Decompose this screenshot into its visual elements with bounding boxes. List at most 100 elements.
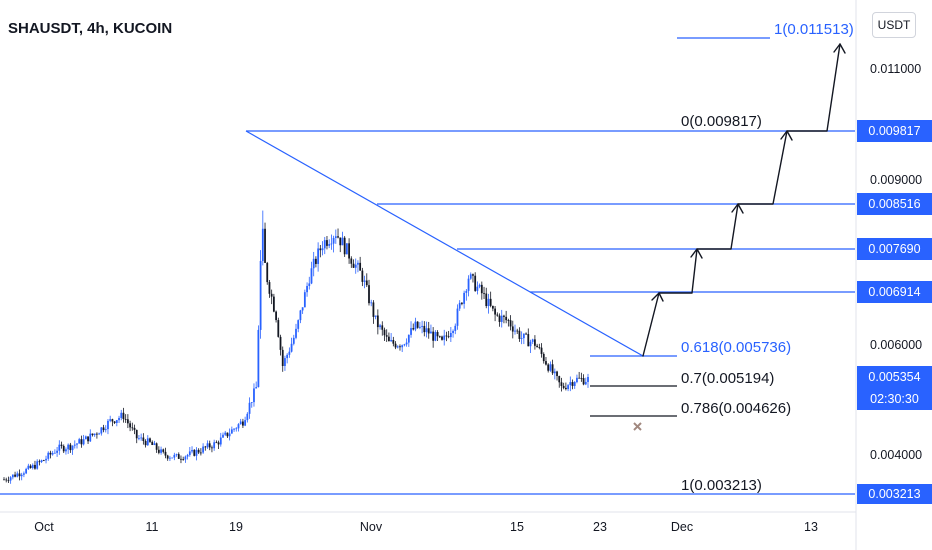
candle bbox=[51, 452, 54, 455]
candle bbox=[401, 345, 404, 348]
candle bbox=[153, 443, 156, 445]
candle bbox=[445, 335, 448, 337]
candle bbox=[180, 458, 182, 460]
candle bbox=[42, 460, 45, 462]
candle bbox=[551, 364, 554, 374]
candle bbox=[412, 328, 415, 330]
candle bbox=[319, 248, 322, 251]
candle bbox=[452, 330, 454, 333]
candle bbox=[321, 248, 324, 251]
x-marker bbox=[633, 422, 642, 431]
candle bbox=[155, 443, 158, 450]
candle bbox=[323, 240, 326, 249]
candle bbox=[62, 445, 65, 452]
candle bbox=[330, 243, 333, 245]
candle bbox=[303, 292, 306, 308]
candle bbox=[454, 325, 457, 331]
candle bbox=[213, 442, 216, 449]
candles bbox=[3, 210, 589, 484]
candle bbox=[292, 337, 295, 344]
candle bbox=[416, 321, 419, 328]
candle bbox=[350, 258, 353, 264]
candle bbox=[578, 377, 581, 379]
candle bbox=[157, 449, 160, 453]
candle bbox=[536, 345, 539, 348]
candle bbox=[425, 328, 428, 333]
trendline bbox=[245, 130, 644, 357]
candle bbox=[171, 457, 174, 459]
candle bbox=[144, 441, 147, 446]
candle bbox=[343, 237, 346, 255]
candle bbox=[434, 332, 437, 341]
candle bbox=[222, 434, 224, 438]
candle bbox=[478, 284, 481, 287]
candle bbox=[277, 320, 280, 337]
candle bbox=[109, 419, 112, 421]
fib-lines bbox=[0, 37, 855, 495]
candle bbox=[219, 437, 222, 445]
candle bbox=[286, 354, 289, 359]
candle bbox=[432, 331, 435, 341]
candle bbox=[430, 331, 432, 334]
x-tick-11: 11 bbox=[146, 520, 159, 534]
current-price-value: 0.005354 bbox=[868, 370, 921, 384]
candle bbox=[226, 432, 229, 437]
candle bbox=[354, 264, 357, 268]
candle bbox=[522, 333, 525, 339]
candle bbox=[235, 428, 238, 430]
arrow-head-2 bbox=[690, 248, 703, 259]
candle bbox=[332, 237, 335, 244]
candle bbox=[186, 454, 189, 457]
candle bbox=[542, 353, 545, 362]
candle bbox=[199, 452, 202, 454]
candle bbox=[485, 293, 488, 307]
candle bbox=[279, 336, 282, 350]
candle bbox=[531, 339, 534, 342]
x-tick-15: 15 bbox=[510, 520, 524, 534]
candle bbox=[489, 298, 492, 306]
candle bbox=[204, 446, 207, 448]
x-tick-nov: Nov bbox=[360, 520, 383, 534]
candle bbox=[31, 464, 34, 468]
candle bbox=[45, 458, 47, 461]
candle bbox=[328, 244, 331, 246]
candle bbox=[326, 240, 328, 246]
candle bbox=[34, 464, 36, 469]
candle bbox=[67, 444, 70, 450]
candle bbox=[14, 474, 16, 477]
candle bbox=[3, 479, 5, 481]
candle bbox=[60, 444, 63, 446]
arrow-head-1 bbox=[651, 292, 664, 302]
arrow-head-4 bbox=[780, 130, 793, 141]
candle bbox=[374, 315, 377, 317]
candle bbox=[357, 262, 359, 265]
fib-label-0618: 0.618(0.005736) bbox=[681, 339, 791, 356]
candle bbox=[5, 479, 8, 481]
candle bbox=[107, 420, 109, 430]
candle bbox=[576, 377, 578, 383]
candle bbox=[365, 280, 368, 286]
currency-unit-button[interactable]: USDT bbox=[872, 12, 916, 38]
candle bbox=[498, 315, 501, 322]
y-axis: 0.004000 0.006000 0.009000 0.011000 bbox=[870, 62, 922, 462]
candle bbox=[284, 358, 286, 366]
candle bbox=[9, 477, 12, 481]
price-tag-0007690: 0.007690 bbox=[857, 238, 932, 260]
candle bbox=[560, 382, 563, 386]
candle bbox=[423, 325, 426, 333]
candle bbox=[341, 237, 344, 246]
candle bbox=[215, 442, 218, 444]
candle bbox=[91, 433, 94, 436]
candle bbox=[476, 286, 479, 291]
y-tick-0004: 0.004000 bbox=[870, 448, 922, 462]
candle bbox=[507, 320, 510, 321]
candle bbox=[299, 310, 302, 321]
candle bbox=[228, 433, 231, 437]
candle bbox=[217, 442, 220, 445]
candle bbox=[184, 456, 187, 460]
price-tag-0009817: 0.009817 bbox=[857, 120, 932, 142]
candle bbox=[383, 329, 386, 336]
candle bbox=[275, 311, 277, 321]
candle bbox=[520, 338, 523, 339]
candle bbox=[149, 438, 151, 442]
